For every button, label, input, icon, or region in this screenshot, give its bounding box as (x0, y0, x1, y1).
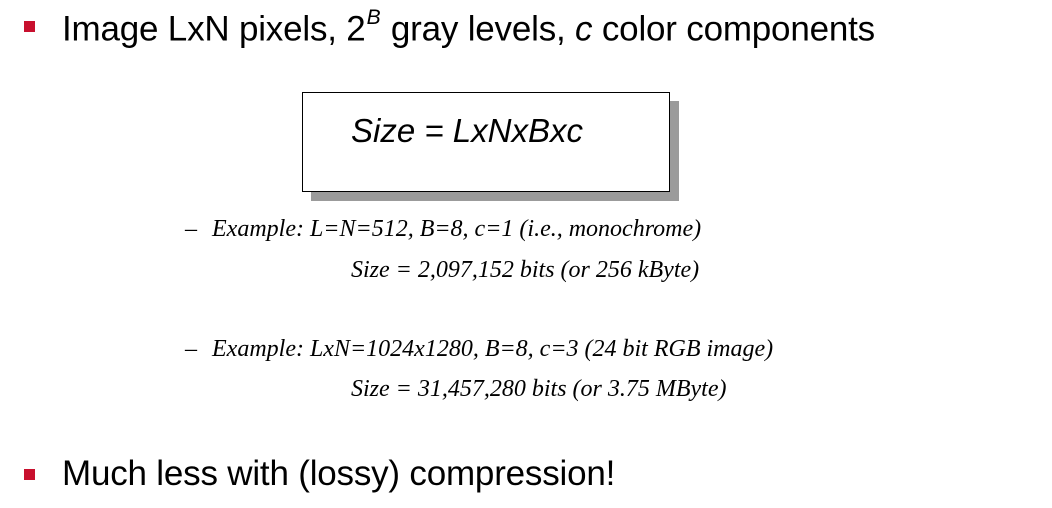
formula-box: Size = LxNxBxc (302, 92, 670, 192)
example-1-line-1: Example: L=N=512, B=8, c=1 (i.e., monoch… (212, 216, 702, 242)
power-exponent: B (366, 6, 381, 30)
color-variable: c (575, 9, 593, 49)
example-1-dash: – (185, 216, 197, 242)
size-formula: Size = LxNxBxc (351, 112, 583, 149)
bullet-text-prefix: Image LxN pixels, (62, 9, 347, 49)
bullet-item-image-size: Image LxN pixels, 2B gray levels, c colo… (24, 6, 875, 49)
power-base: 2 (346, 9, 366, 49)
example-2-dash: – (185, 336, 197, 362)
example-2-line-2: Size = 31,457,280 bits (or 3.75 MByte) (351, 376, 727, 402)
bullet-item-compression: Much less with (lossy) compression! (24, 454, 615, 494)
red-square-bullet-icon (24, 20, 35, 32)
bullet-text-middle: gray levels, (381, 9, 576, 49)
example-2-line-1: Example: LxN=1024x1280, B=8, c=3 (24 bit… (212, 336, 774, 362)
example-1-line-2: Size = 2,097,152 bits (or 256 kByte) (351, 257, 700, 283)
bullet-text-suffix: color components (592, 9, 875, 49)
bullet-text-image-size: Image LxN pixels, 2B gray levels, c colo… (62, 2, 875, 50)
red-square-bullet-icon (24, 468, 35, 480)
bullet-text-compression: Much less with (lossy) compression! (62, 454, 616, 493)
